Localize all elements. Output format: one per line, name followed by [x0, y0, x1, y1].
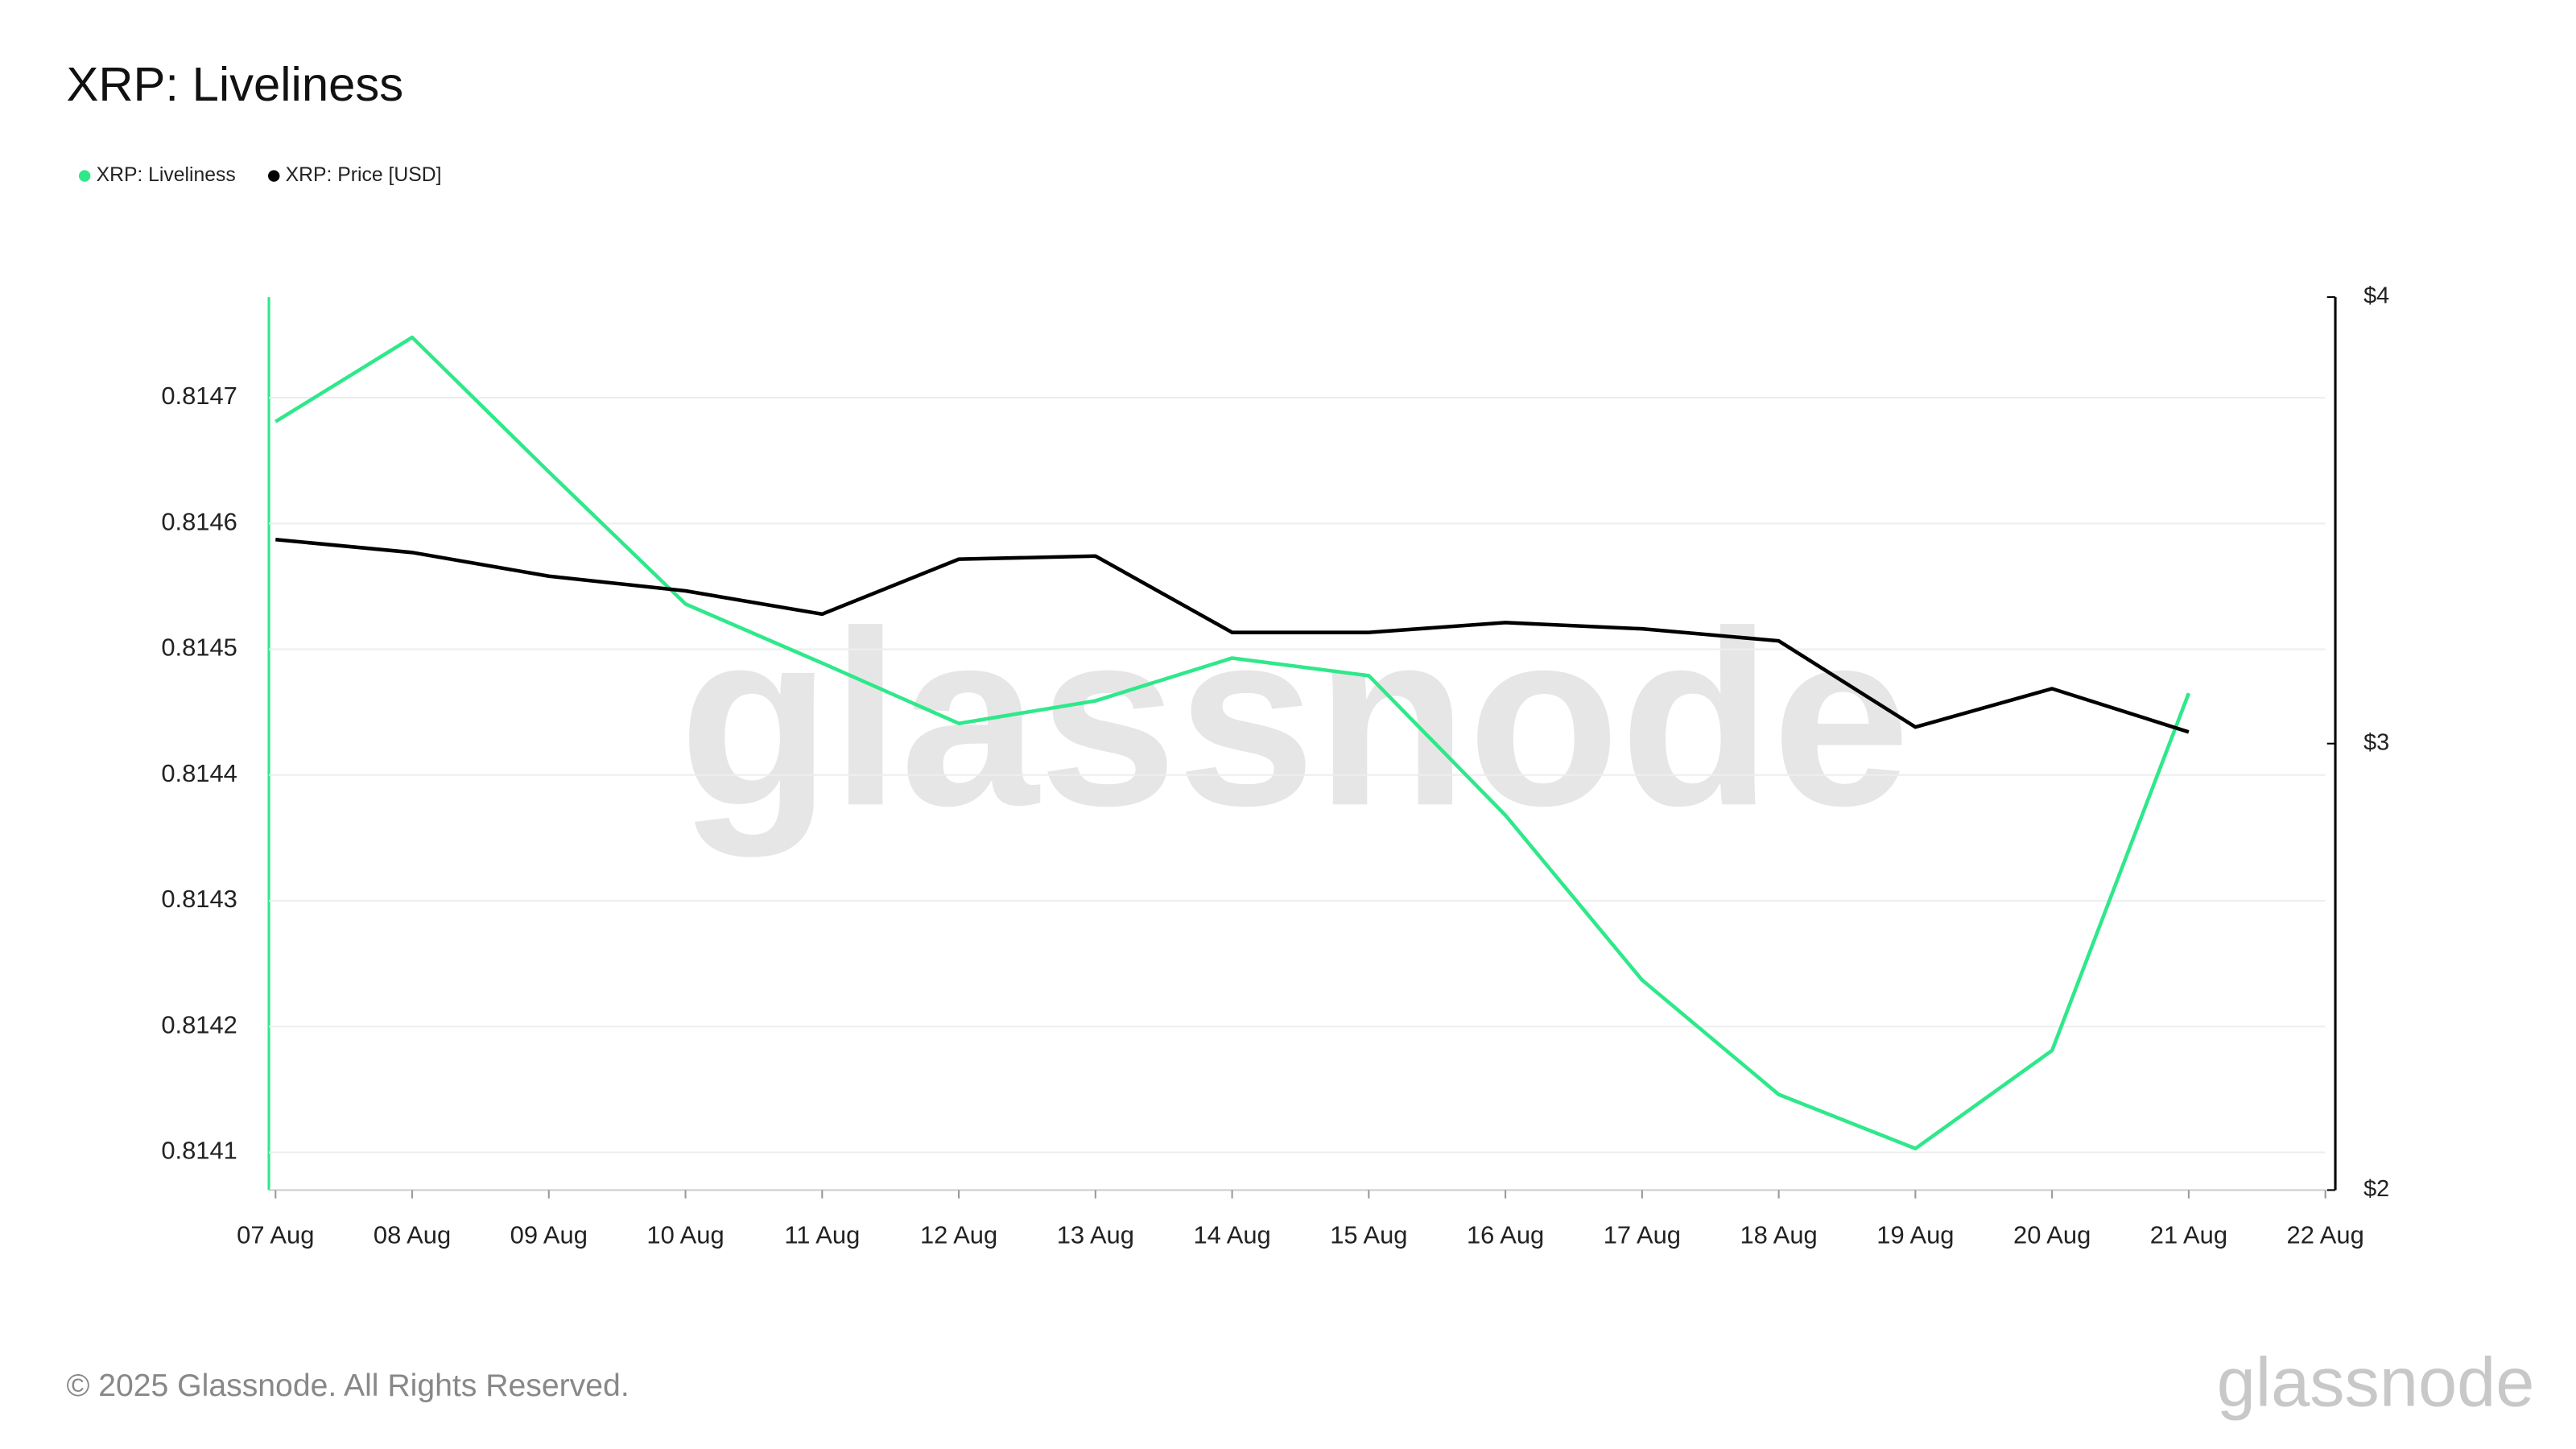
- x-tick-label: 21 Aug: [2150, 1220, 2227, 1249]
- y-tick-label: 0.8142: [161, 1010, 237, 1038]
- x-tick-label: 08 Aug: [374, 1220, 451, 1249]
- y-tick-label: 0.8141: [161, 1137, 237, 1165]
- x-tick-label: 17 Aug: [1604, 1220, 1681, 1249]
- x-tick-label: 22 Aug: [2287, 1220, 2364, 1249]
- y-tick-label: 0.8143: [161, 885, 237, 913]
- logo: glassnode: [2217, 1344, 2535, 1422]
- x-tick-label: 11 Aug: [784, 1220, 860, 1249]
- x-tick-label: 12 Aug: [920, 1220, 997, 1249]
- y2-tick-label: $2: [2363, 1176, 2389, 1202]
- x-tick-label: 18 Aug: [1740, 1220, 1817, 1249]
- legend-swatch: [268, 170, 280, 182]
- series-line: [275, 335, 2191, 1151]
- legend-label: XRP: Liveliness: [97, 164, 236, 186]
- y-tick-label: 0.8147: [161, 382, 237, 410]
- y-tick-label: 0.8145: [161, 634, 237, 662]
- chart-title: XRP: Liveliness: [66, 57, 403, 111]
- watermark: glassnode: [679, 579, 1910, 859]
- y2-tick-label: $4: [2363, 283, 2389, 309]
- y2-tick-label: $3: [2363, 729, 2389, 755]
- x-tick-label: 07 Aug: [237, 1220, 314, 1249]
- x-tick-label: 10 Aug: [646, 1220, 724, 1249]
- legend-label: XRP: Price [USD]: [286, 164, 442, 186]
- series-line: [275, 537, 2190, 734]
- x-tick-label: 20 Aug: [2013, 1220, 2091, 1249]
- legend-swatch: [78, 170, 91, 182]
- x-tick-label: 14 Aug: [1193, 1220, 1270, 1249]
- footer: © 2025 Glassnode. All Rights Reserved.: [66, 1368, 629, 1403]
- x-tick-label: 15 Aug: [1330, 1220, 1407, 1249]
- x-tick-label: 19 Aug: [1876, 1220, 1954, 1249]
- y-tick-label: 0.8144: [161, 759, 237, 787]
- x-tick-label: 16 Aug: [1467, 1220, 1544, 1249]
- x-tick-label: 13 Aug: [1057, 1220, 1134, 1249]
- y-tick-label: 0.8146: [161, 507, 237, 535]
- x-tick-label: 09 Aug: [510, 1220, 588, 1249]
